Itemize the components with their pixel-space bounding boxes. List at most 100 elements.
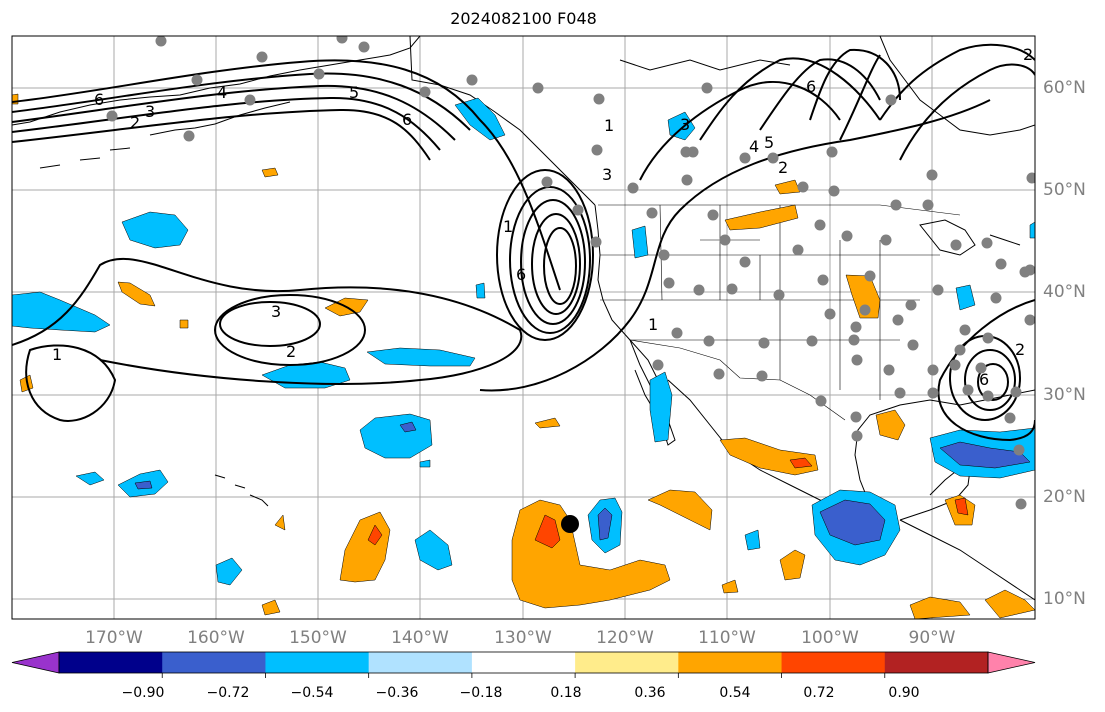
colorbar-segment: [678, 652, 783, 673]
colorbar-extend-min: [11, 651, 60, 674]
station-dot: [981, 237, 993, 249]
contour-label: 6: [806, 77, 816, 96]
station-dot: [155, 36, 167, 47]
station-dot: [815, 395, 827, 407]
colorbar-segment: [884, 652, 989, 673]
contour-label: 3: [145, 102, 155, 121]
station-dot: [713, 368, 725, 380]
station-dot: [950, 239, 962, 251]
latitude-labels: 60°N 50°N 40°N 30°N 20°N 10°N: [1043, 78, 1086, 609]
station-dot: [792, 244, 804, 256]
station-dot: [1004, 412, 1016, 424]
colorbar-segment: [781, 652, 886, 673]
contour-label: 1: [648, 315, 658, 334]
station-dot: [880, 234, 892, 246]
colorbar-segment: [265, 652, 370, 673]
contour-label: 6: [516, 265, 526, 284]
colorbar-tick-label: −0.36: [376, 685, 419, 701]
contour-label: 6: [94, 90, 104, 109]
station-dot: [975, 362, 987, 374]
contour-label: 6: [402, 110, 412, 129]
station-dot: [739, 152, 751, 164]
contour-label: 2: [286, 342, 296, 361]
contour-label: 5: [764, 133, 774, 152]
colorbar-tick-label: −0.18: [460, 685, 503, 701]
station-dot: [590, 236, 602, 248]
station-dot: [885, 94, 897, 106]
lon-label: 130°W: [494, 628, 552, 648]
contour-label: 2: [778, 158, 788, 177]
station-dot: [907, 339, 919, 351]
station-dot: [922, 199, 934, 211]
station-dot: [890, 199, 902, 211]
station-dot: [758, 337, 770, 349]
station-dot: [693, 284, 705, 296]
colorbar-segment: [368, 652, 473, 673]
station-dot: [851, 430, 863, 442]
station-dot: [850, 411, 862, 423]
station-dot: [313, 68, 325, 80]
station-dot: [671, 327, 683, 339]
station-dot: [106, 110, 118, 122]
lon-label: 160°W: [187, 628, 245, 648]
station-dot: [663, 277, 675, 289]
station-dot: [541, 176, 553, 188]
map-frame: [11, 35, 1036, 620]
station-dot: [658, 249, 670, 261]
contour-label: 3: [271, 302, 281, 321]
positive-anomaly-fills: [12, 93, 1035, 619]
contour-label: 2: [1023, 45, 1033, 64]
station-dot: [703, 335, 715, 347]
station-dot: [191, 74, 203, 86]
station-dot: [739, 256, 751, 268]
station-dot: [466, 74, 478, 86]
contour-label: 6: [979, 370, 989, 389]
lon-label: 150°W: [289, 628, 347, 648]
station-dot: [244, 94, 256, 106]
station-dot: [183, 130, 195, 142]
station-dot: [864, 270, 876, 282]
contour-lines: [12, 43, 1035, 442]
station-dot: [256, 51, 268, 63]
lon-label: 140°W: [391, 628, 449, 648]
colorbar-segment: [471, 652, 576, 673]
station-dot: [848, 334, 860, 346]
station-dot: [894, 387, 906, 399]
station-dot: [828, 185, 840, 197]
lat-label: 10°N: [1043, 589, 1086, 609]
colorbar-segment: [59, 652, 163, 673]
station-dot: [982, 332, 994, 344]
colorbar-segment: [575, 652, 679, 673]
station-dot: [841, 230, 853, 242]
station-dot: [824, 308, 836, 320]
station-dot: [995, 258, 1007, 270]
station-dot: [767, 152, 779, 164]
map-title: 2024082100 F048: [450, 9, 597, 28]
station-dot: [1010, 386, 1022, 398]
contour-label: 4: [217, 83, 227, 102]
lon-label: 90°W: [909, 628, 956, 648]
colorbar-tick-label: 0.72: [803, 685, 834, 701]
station-dot: [687, 146, 699, 158]
lat-label: 40°N: [1043, 282, 1086, 302]
station-markers: [106, 36, 1035, 510]
station-dot: [826, 146, 838, 158]
lat-label: 20°N: [1043, 487, 1086, 507]
station-dot: [859, 304, 871, 316]
lon-label: 120°W: [596, 628, 654, 648]
station-dot: [926, 169, 938, 181]
station-dot: [851, 354, 863, 366]
contour-label: 3: [680, 115, 690, 134]
station-dot: [797, 181, 809, 193]
station-dot: [806, 335, 818, 347]
station-dot: [892, 314, 904, 326]
station-dot: [954, 344, 966, 356]
station-dot: [591, 144, 603, 156]
station-dot: [932, 284, 944, 296]
station-dot: [817, 274, 829, 286]
station-dot: [1013, 444, 1025, 456]
contour-label: 1: [503, 217, 513, 236]
station-dot: [646, 207, 658, 219]
station-dot: [1026, 172, 1035, 184]
